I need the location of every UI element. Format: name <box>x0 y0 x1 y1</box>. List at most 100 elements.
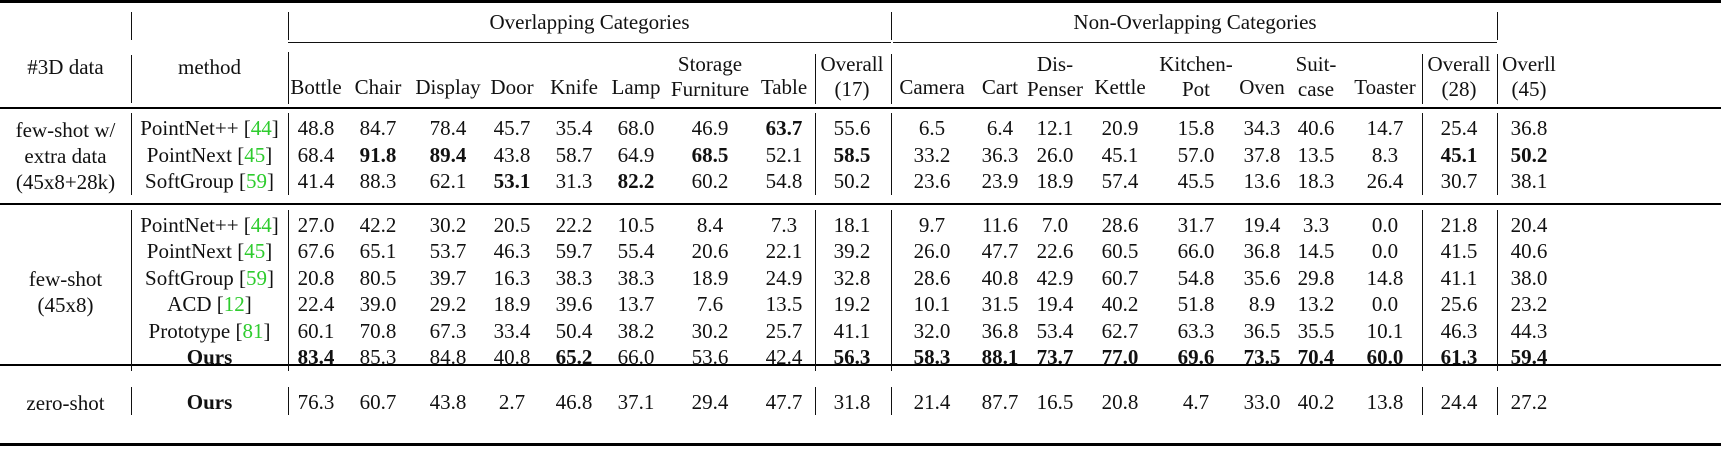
table-cell: 68.5 <box>691 142 729 167</box>
table-cell: 10.1 <box>1366 318 1404 343</box>
column-header-overall45: Overll (45) <box>1469 52 1589 102</box>
header-bottom-rule <box>0 107 1721 109</box>
non-overlapping-underline <box>893 42 1497 43</box>
table-cell: 30.2 <box>691 318 729 343</box>
citation-number[interactable]: 44 <box>250 212 272 237</box>
citation-number[interactable]: 59 <box>245 169 267 193</box>
table-cell: 26.0 <box>1036 142 1074 167</box>
table-cell: 6.5 <box>918 116 946 140</box>
column-header-table: Table <box>760 75 808 99</box>
table-cell: 24.9 <box>765 265 803 290</box>
table-cell: 11.6 <box>982 212 1018 237</box>
column-separator <box>1497 386 1498 415</box>
table-cell: 19.4 <box>1036 292 1074 316</box>
citation-number[interactable]: 81 <box>242 318 264 343</box>
table-cell: 22.4 <box>297 292 335 316</box>
method-name: Prototype [81] <box>131 319 288 343</box>
group-label-line: extra data <box>24 143 107 168</box>
table-cell: 19.2 <box>833 292 871 316</box>
column-separator <box>1422 386 1423 415</box>
table-cell: 7.6 <box>696 292 724 316</box>
overlapping-underline <box>288 42 891 43</box>
table-cell: 41.1 <box>1440 265 1478 290</box>
citation-link[interactable]: [45] <box>231 142 273 167</box>
table-cell: 58.7 <box>555 142 593 167</box>
table-cell: 12.1 <box>1036 116 1074 140</box>
header-line: (45) <box>1511 77 1547 101</box>
column-separator <box>1422 209 1423 371</box>
citation-link[interactable]: [45] <box>231 239 273 263</box>
method-label: Ours <box>186 345 233 369</box>
table-cell: 28.6 <box>913 265 951 290</box>
table-cell: 59.7 <box>555 239 593 263</box>
table-cell: 50.4 <box>555 318 593 343</box>
citation-link[interactable]: [59] <box>233 169 274 193</box>
citation-number[interactable]: 45 <box>244 142 266 167</box>
table-cell: 61.3 <box>1440 345 1478 369</box>
citation-number[interactable]: 45 <box>244 239 266 263</box>
column-separator <box>815 386 816 415</box>
table-cell: 13.5 <box>1297 142 1335 167</box>
method-name: PointNet++ [44] <box>131 116 288 140</box>
table-cell: 36.8 <box>1510 116 1548 140</box>
table-cell: 39.7 <box>429 265 467 290</box>
table-cell: 53.4 <box>1036 318 1074 343</box>
table-cell: 8.3 <box>1371 142 1399 167</box>
column-header-kettle: Kettle <box>1094 75 1146 99</box>
table-cell: 32.8 <box>833 265 871 290</box>
table-cell: 18.9 <box>493 292 531 316</box>
column-separator <box>1422 54 1423 104</box>
table-cell: 36.8 <box>981 318 1019 343</box>
citation-link[interactable]: [12] <box>211 292 252 316</box>
method-label: PointNet++ <box>140 212 239 237</box>
column-separator <box>891 54 892 104</box>
table-cell: 67.3 <box>429 318 467 343</box>
table-cell: 46.8 <box>555 389 593 414</box>
table-cell: 15.8 <box>1177 116 1215 140</box>
table-cell: 46.3 <box>493 239 531 263</box>
table-cell: 31.5 <box>981 292 1019 316</box>
column-separator <box>891 12 892 40</box>
table-cell: 40.8 <box>493 345 531 369</box>
column-separator <box>288 113 289 195</box>
column-separator <box>1497 113 1498 195</box>
citation-link[interactable]: [44] <box>238 212 279 237</box>
column-separator <box>288 209 289 371</box>
column-separator <box>815 209 816 371</box>
citation-number[interactable]: 59 <box>245 265 267 290</box>
table-cell: 89.4 <box>429 142 467 167</box>
table-cell: 50.2 <box>833 169 871 193</box>
citation-number[interactable]: 12 <box>223 292 245 316</box>
table-cell: 13.2 <box>1297 292 1335 316</box>
citation-link[interactable]: [44] <box>238 116 279 140</box>
table-cell: 41.1 <box>833 318 871 343</box>
table-cell: 73.7 <box>1036 345 1074 369</box>
table-cell: 43.8 <box>429 389 467 414</box>
table-cell: 22.6 <box>1036 239 1074 263</box>
citation-link[interactable]: [81] <box>230 318 271 343</box>
table-cell: 42.2 <box>359 212 397 237</box>
method-label: Ours <box>186 389 233 414</box>
table-cell: 31.7 <box>1177 212 1215 237</box>
table-cell: 69.6 <box>1177 345 1215 369</box>
header-line: Kitchen- <box>1159 52 1233 76</box>
table-cell: 7.3 <box>770 212 798 237</box>
table-cell: 66.0 <box>617 345 655 369</box>
table-cell: 30.7 <box>1440 169 1478 193</box>
top-rule <box>0 0 1721 3</box>
column-header-oven: Oven <box>1239 75 1285 99</box>
header-line: Furniture <box>670 77 750 101</box>
table-cell: 29.2 <box>429 292 467 316</box>
overlapping-group-header: Overlapping Categories <box>489 10 690 34</box>
citation-link[interactable]: [59] <box>233 265 274 290</box>
table-cell: 60.1 <box>297 318 335 343</box>
table-cell: 47.7 <box>981 239 1019 263</box>
table-cell: 40.6 <box>1297 116 1335 140</box>
column-separator <box>815 54 816 104</box>
table-cell: 33.4 <box>493 318 531 343</box>
table-cell: 29.8 <box>1297 265 1335 290</box>
citation-number[interactable]: 44 <box>250 116 272 140</box>
column-header-3d-data: #3D data <box>27 55 104 79</box>
table-cell: 21.8 <box>1440 212 1478 237</box>
table-cell: 70.8 <box>359 318 397 343</box>
